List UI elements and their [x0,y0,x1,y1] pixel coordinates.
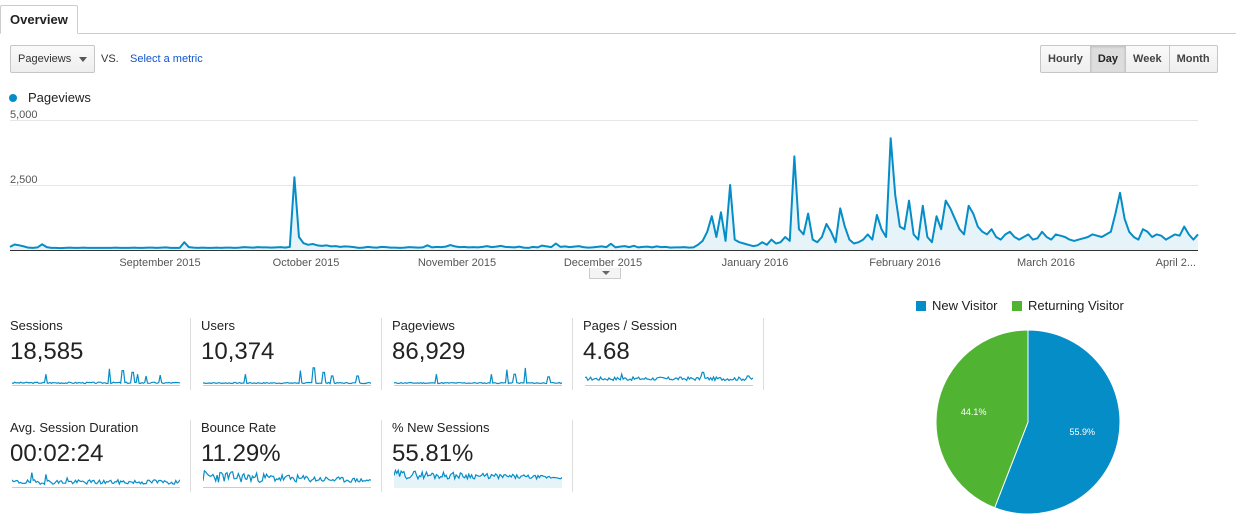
metric-sessions[interactable]: Sessions 18,585 [10,318,191,390]
legend-dot-icon [9,94,17,102]
sparkline-line [203,469,371,484]
metric-label: Users [201,318,235,333]
pie-slice-label: 44.1% [961,407,987,417]
metric-label: Pageviews [392,318,455,333]
chart-collapse-handle[interactable] [589,268,621,279]
tab-overview[interactable]: Overview [0,5,78,34]
chart-legend-label: Pageviews [28,90,91,105]
metric-label: Bounce Rate [201,420,277,435]
day-button[interactable]: Day [1089,45,1127,73]
metric-bounce-rate[interactable]: Bounce Rate 11.29% [201,420,382,492]
sessions-sparkline [12,368,180,386]
x-tick-label: April 2... [1156,257,1196,269]
week-button[interactable]: Week [1125,45,1170,73]
sparkline-line [12,368,180,385]
metric-select-value: Pageviews [18,53,72,65]
metric-value: 55.81% [392,440,474,467]
pageviews-sparkline [394,367,562,386]
pie-legend-label: Returning Visitor [1028,298,1124,313]
month-button[interactable]: Month [1168,45,1218,73]
metric-pages-per-session[interactable]: Pages / Session 4.68 [583,318,764,390]
chevron-down-icon [79,57,87,62]
avg-session-duration-sparkline [12,472,180,488]
y-tick-label: 2,500 [10,174,38,186]
x-tick-label: September 2015 [119,257,200,269]
x-tick-label: October 2015 [273,257,340,269]
metric-avg-session-duration[interactable]: Avg. Session Duration 00:02:24 [10,420,191,492]
sparkline-fill [394,470,562,488]
returning-visitor-swatch [1012,300,1022,311]
pageviews-chart: 5,000 2,500 September 2015 October 2015 Nove… [9,109,1199,269]
sparkline-line [585,371,753,382]
metric-value: 18,585 [10,338,84,365]
granularity-toggle: Hourly Day Week Month [1040,45,1218,73]
pageviews-area-fill [10,138,1198,250]
x-tick-label: November 2015 [418,257,496,269]
metric-value: 4.68 [583,338,630,365]
pages-per-session-sparkline [585,371,753,386]
tab-bar: Overview [0,0,1236,34]
hourly-button[interactable]: Hourly [1040,45,1091,73]
metric-pageviews[interactable]: Pageviews 86,929 [392,318,573,390]
metric-new-sessions[interactable]: % New Sessions 55.81% [392,420,573,492]
metric-label: % New Sessions [392,420,490,435]
metric-users[interactable]: Users 10,374 [201,318,382,390]
pie-legend-returning-visitor: Returning Visitor [1012,298,1124,313]
x-tick-label: February 2016 [869,257,941,269]
x-tick-label: December 2015 [564,257,642,269]
pageviews-series-line [9,137,1199,250]
sparkline-line [203,367,371,385]
bounce-rate-sparkline [203,469,371,488]
metric-value: 11.29% [201,440,281,467]
metric-value: 86,929 [392,338,466,365]
collapse-arrow-icon [602,271,610,275]
visitor-type-pie-chart: 55.9% 44.1% [935,329,1121,515]
pie-legend-new-visitor: New Visitor [916,298,998,313]
sparkline-line [12,472,180,486]
new-visitor-swatch [916,300,926,311]
x-tick-label: March 2016 [1017,257,1075,269]
metric-label: Pages / Session [583,318,677,333]
pie-slice-new-visitor[interactable] [994,329,1121,515]
sparkline-line [394,468,562,481]
vs-label: VS. [101,53,119,65]
sparkline-line [394,367,562,385]
select-metric-link[interactable]: Select a metric [130,53,203,65]
pie-slice-label: 55.9% [1070,427,1096,437]
users-sparkline [203,367,371,386]
new-sessions-sparkline [394,468,562,488]
y-tick-label: 5,000 [10,109,38,121]
metric-value: 10,374 [201,338,275,365]
metric-label: Sessions [10,318,63,333]
pie-legend-label: New Visitor [932,298,998,313]
metric-select[interactable]: Pageviews [10,45,95,73]
pie-slice-returning-visitor[interactable] [935,329,1029,509]
x-tick-label: January 2016 [722,257,789,269]
metric-value: 00:02:24 [10,440,104,467]
metric-label: Avg. Session Duration [10,420,139,435]
